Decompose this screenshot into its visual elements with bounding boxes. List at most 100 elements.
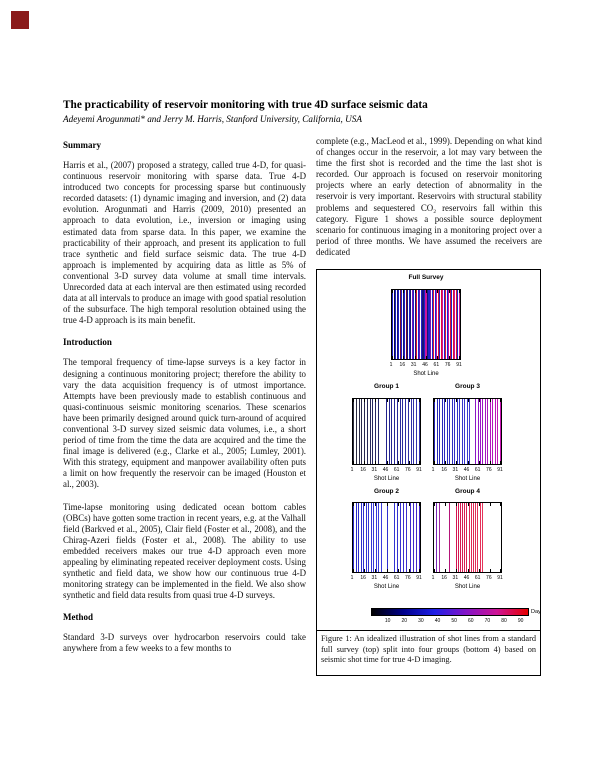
shot-line-stripe xyxy=(444,399,446,465)
colorbar-tick-label: 30 xyxy=(418,618,424,625)
shot-line-stripe xyxy=(435,503,437,573)
shot-line-stripe xyxy=(366,399,368,465)
tick-mark xyxy=(467,569,469,573)
shot-line-stripe xyxy=(422,290,424,360)
x-axis-label-g1: Shot Line xyxy=(373,476,400,483)
tick-mark xyxy=(375,461,377,465)
shot-line-stripe xyxy=(487,399,489,465)
shot-line-stripe xyxy=(391,399,393,465)
shot-line-stripe xyxy=(373,503,375,573)
x-tick-label: 76 xyxy=(405,575,411,582)
shot-line-stripe xyxy=(413,399,415,465)
shot-line-stripe xyxy=(417,290,419,360)
shot-line-stripe xyxy=(418,399,420,465)
shot-line-stripe xyxy=(451,399,453,465)
x-tick-label: 46 xyxy=(463,575,470,582)
shot-line-stripe xyxy=(479,399,481,465)
x-tick-label: 1 xyxy=(431,575,435,582)
tick-mark xyxy=(419,399,420,403)
shot-line-stripe xyxy=(497,399,499,465)
shot-line-stripe xyxy=(429,290,432,360)
tick-mark xyxy=(353,399,354,403)
x-tick-label: 61 xyxy=(393,467,400,474)
shot-line-stripe xyxy=(434,399,436,465)
x-tick-label: 31 xyxy=(452,575,459,582)
shot-line-stripe xyxy=(477,399,479,465)
x-tick-label: 91 xyxy=(497,575,503,582)
shot-line-stripe xyxy=(431,290,433,360)
colorbar-tick-label: 20 xyxy=(401,618,408,625)
colorbar-tick-label: 80 xyxy=(501,618,507,625)
shot-line-stripe xyxy=(449,290,451,360)
shot-line-stripe xyxy=(494,399,496,465)
shot-line-stripe xyxy=(428,290,430,360)
right-column: complete (e.g., MacLeod et al., 1999). D… xyxy=(316,136,542,677)
shot-line-stripe xyxy=(412,503,414,573)
figure-panel-title-g1: Group 1 xyxy=(374,383,399,391)
tick-mark xyxy=(408,569,410,573)
shot-line-stripe xyxy=(492,399,494,465)
tick-mark xyxy=(397,461,399,465)
shot-line-stripe xyxy=(372,399,374,465)
x-tick-label: 16 xyxy=(360,575,366,582)
left-para-6: Standard 3-D surveys over hydrocarbon re… xyxy=(63,632,306,654)
tick-mark xyxy=(434,503,435,507)
shot-line-stripe xyxy=(418,503,420,573)
x-axis-label-g4: Shot Line xyxy=(454,584,481,591)
tick-mark xyxy=(392,356,393,360)
shot-line-stripe xyxy=(369,399,371,465)
figure-caption: Figure 1: An idealized illustration of s… xyxy=(317,630,540,675)
tick-mark xyxy=(448,290,450,294)
shot-line-stripe xyxy=(416,290,418,360)
shot-line-stripe xyxy=(416,399,418,465)
figure-panel-plot-full xyxy=(391,289,461,361)
shot-line-stripe xyxy=(394,399,396,465)
x-axis-label-g2: Shot Line xyxy=(373,584,400,591)
right-column-text: complete (e.g., MacLeod et al., 1999). D… xyxy=(316,136,542,258)
x-tick-label: 76 xyxy=(405,467,411,474)
tick-mark xyxy=(500,461,501,465)
shot-line-stripe xyxy=(399,290,401,360)
tick-mark xyxy=(403,290,405,294)
tick-mark xyxy=(414,290,416,294)
tick-mark xyxy=(489,569,491,573)
tick-mark xyxy=(448,356,450,360)
shot-line-stripe xyxy=(393,290,395,360)
x-tick-label: 31 xyxy=(452,467,459,474)
tick-mark xyxy=(408,503,410,507)
tick-mark xyxy=(426,290,427,294)
shot-line-stripe xyxy=(436,399,438,465)
shot-line-stripe xyxy=(481,503,483,573)
shot-line-stripe xyxy=(473,503,475,573)
tick-mark xyxy=(500,569,501,573)
tick-mark xyxy=(397,399,399,403)
tick-mark xyxy=(467,503,469,507)
shot-line-stripe xyxy=(454,399,456,465)
tick-mark xyxy=(467,461,469,465)
shot-line-stripe xyxy=(411,290,413,360)
shot-line-stripe xyxy=(441,399,443,465)
x-tick-label: 61 xyxy=(474,575,481,582)
shot-line-stripe xyxy=(368,503,370,573)
shot-line-stripe xyxy=(394,503,396,573)
tick-mark xyxy=(386,569,388,573)
shot-line-stripe xyxy=(387,503,389,573)
tick-mark xyxy=(364,569,366,573)
tick-mark xyxy=(353,503,354,507)
shot-line-stripe xyxy=(423,290,426,360)
shot-line-stripe xyxy=(378,503,380,573)
tick-mark xyxy=(434,461,435,465)
shot-line-stripe xyxy=(355,399,357,465)
shot-line-stripe xyxy=(469,399,470,465)
shot-line-stripe xyxy=(446,399,448,465)
figure-panel-plot-g1 xyxy=(352,398,421,466)
shot-line-stripe xyxy=(407,399,409,465)
shot-line-stripe xyxy=(405,399,407,465)
x-tick-label: 46 xyxy=(422,362,428,369)
tick-mark xyxy=(419,461,420,465)
tick-mark xyxy=(437,356,439,360)
x-axis-label-full: Shot Line xyxy=(413,371,439,378)
x-tick-label: 1 xyxy=(350,575,354,582)
colorbar-day-label: Day xyxy=(531,609,541,616)
